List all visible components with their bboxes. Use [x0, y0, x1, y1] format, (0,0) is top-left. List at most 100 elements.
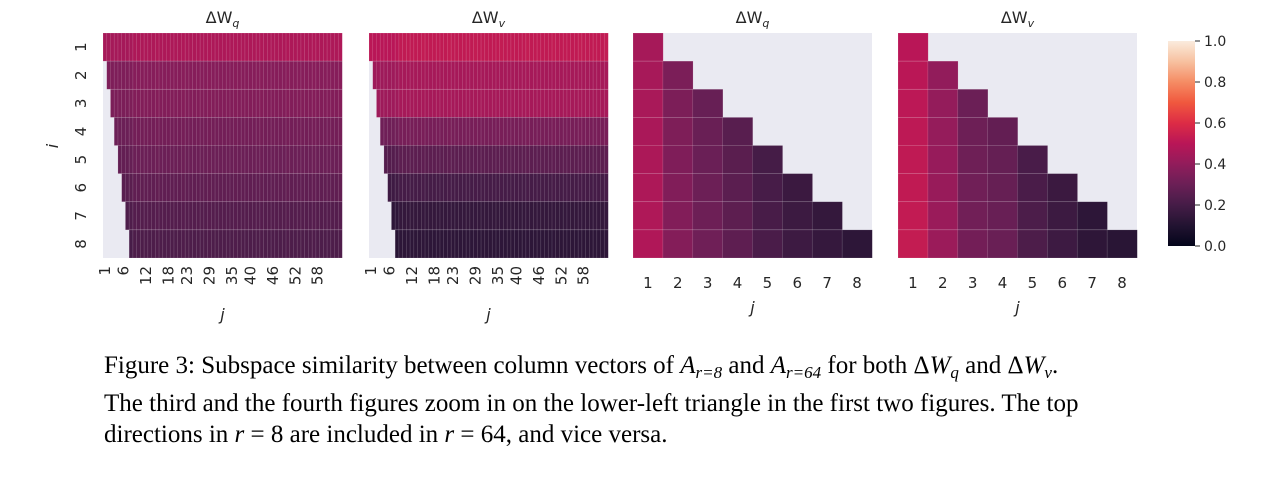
heatmap-cell [248, 117, 253, 146]
heatmap-cell [270, 201, 276, 231]
heatmap-cell [589, 145, 594, 174]
caption-text: = 64, and vice versa. [454, 421, 668, 448]
heatmap-cell [311, 117, 317, 146]
heatmap-cell [592, 173, 598, 203]
heatmap-cell [458, 88, 463, 118]
heatmap-cell [484, 173, 490, 203]
heatmap-cell [491, 88, 497, 118]
heatmap-cell [577, 32, 583, 62]
heatmap-cell [125, 60, 130, 90]
heatmap-cell [413, 229, 419, 259]
panel-title: ΔWq [736, 8, 770, 30]
heatmap-cell [435, 201, 441, 231]
heatmap-cell [585, 145, 590, 174]
heatmap-cell [510, 32, 516, 62]
heatmap-cell [406, 145, 411, 174]
heatmap-cell [225, 229, 231, 259]
heatmap-cell [577, 201, 583, 231]
x-axis-label: j [748, 298, 755, 317]
heatmap-cell [662, 88, 694, 118]
heatmap-cell [499, 173, 505, 203]
heatmap-cell [1047, 229, 1078, 259]
heatmap-cell [368, 32, 374, 62]
caption-text: A [770, 352, 787, 379]
heatmap-cell [136, 60, 141, 90]
caption-text: q [950, 363, 959, 382]
x-tick-label: 4 [733, 274, 743, 292]
heatmap-cell [662, 201, 694, 231]
heatmap-cell [555, 117, 561, 146]
heatmap-cell [409, 60, 415, 90]
heatmap-cell [263, 117, 268, 146]
heatmap-cell [521, 229, 527, 259]
heatmap-cell [300, 117, 306, 146]
heatmap-cell [207, 117, 212, 146]
heatmap-cell [570, 229, 575, 259]
heatmap-cell [469, 201, 475, 231]
heatmap-cell [166, 145, 171, 174]
caption-text: directions in [104, 421, 235, 448]
heatmap-cell [570, 201, 575, 231]
heatmap-cell [143, 88, 149, 118]
heatmap-cell [117, 88, 123, 118]
heatmap-cell [323, 32, 328, 62]
heatmap-cell [462, 88, 467, 118]
heatmap-cell [1017, 173, 1048, 203]
heatmap-cell [592, 229, 598, 259]
heatmap-cell [506, 229, 512, 259]
heatmap-cell [151, 145, 156, 174]
heatmap-cell [210, 117, 216, 146]
caption-text: The third and the fourth figures zoom in… [104, 390, 1079, 417]
heatmap-cell [132, 32, 138, 62]
heatmap-cell [281, 88, 287, 118]
heatmap-cell [525, 32, 531, 62]
heatmap-cell [203, 32, 209, 62]
heatmap-cell [207, 60, 212, 90]
heatmap-cell [752, 145, 783, 174]
heatmap-cell [529, 145, 534, 174]
heatmap-cell [117, 60, 123, 90]
heatmap-cell [391, 173, 396, 203]
heatmap-cell [162, 229, 168, 259]
heatmap-cell [596, 60, 602, 90]
heatmap-cell [510, 88, 516, 118]
row-tick-label: 6 [72, 183, 90, 193]
heatmap-cell [394, 32, 400, 62]
panel-title: ΔWv [472, 8, 506, 30]
heatmap-cell [927, 117, 959, 146]
heatmap-cell [413, 60, 419, 90]
heatmap-cell [177, 88, 183, 118]
heatmap-cell [181, 229, 186, 259]
heatmap-cell [151, 229, 156, 259]
heatmap-cell [252, 88, 257, 118]
heatmap-cell [577, 173, 583, 203]
heatmap-cell [132, 229, 138, 259]
heatmap-cell [600, 229, 605, 259]
heatmap-cell [491, 173, 497, 203]
heatmap-cell [184, 117, 190, 146]
heatmap-cell [1047, 201, 1078, 231]
heatmap-cell [897, 60, 929, 90]
heatmap-cell [259, 173, 265, 203]
row-tick-label: 1 [72, 42, 90, 52]
heatmap-cell [214, 88, 220, 118]
heatmap-cell [304, 88, 309, 118]
heatmap-cell [1076, 229, 1108, 259]
heatmap-cell [592, 117, 598, 146]
heatmap-cell [218, 145, 224, 174]
heatmap-cell [207, 229, 212, 259]
heatmap-cell [233, 60, 239, 90]
heatmap-cell [154, 173, 160, 203]
heatmap-cell [540, 145, 546, 174]
heatmap-cell [334, 88, 339, 118]
heatmap-cell [394, 173, 400, 203]
heatmap-cell [841, 229, 873, 259]
heatmap-cell [281, 32, 287, 62]
heatmap-cell [330, 117, 336, 146]
heatmap-cell [154, 229, 160, 259]
heatmap-cell [218, 173, 224, 203]
heatmap-cell [570, 32, 575, 62]
heatmap-cell [570, 60, 575, 90]
heatmap-cell [521, 145, 527, 174]
heatmap-cell [540, 229, 546, 259]
